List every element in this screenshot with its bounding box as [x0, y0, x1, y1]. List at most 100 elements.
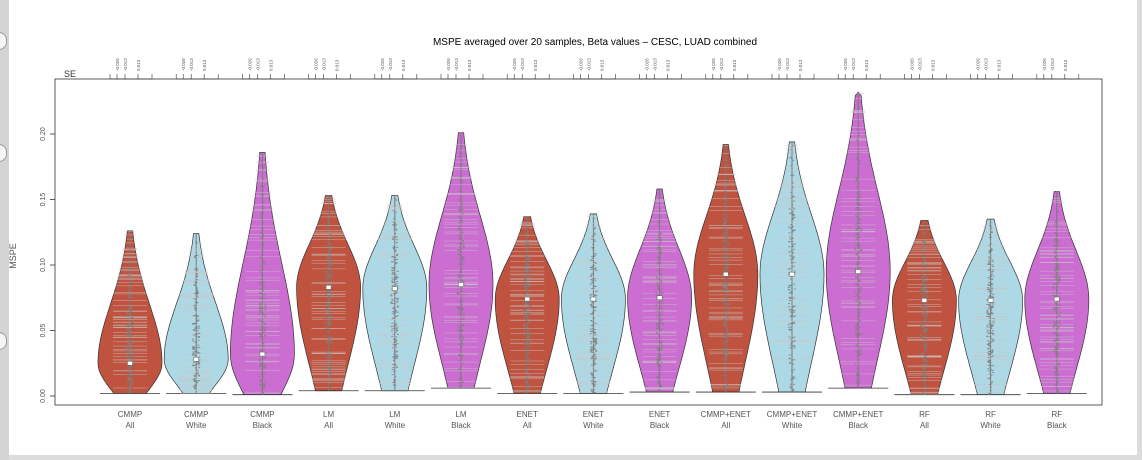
- sample-point: [987, 348, 990, 350]
- sample-point: [457, 228, 460, 229]
- sample-point: [523, 258, 526, 260]
- sample-point: [595, 349, 597, 351]
- se-tick-label: 0.013: [268, 59, 273, 71]
- x-tick-label: RF: [985, 410, 996, 419]
- sample-point: [789, 347, 792, 349]
- sample-point: [460, 301, 462, 303]
- sample-point: [591, 355, 594, 357]
- sample-point: [462, 240, 464, 242]
- sample-point: [197, 361, 200, 363]
- sample-point: [260, 194, 263, 195]
- se-tick-label: -0.026: [777, 58, 782, 71]
- sample-point: [659, 343, 662, 345]
- sample-point: [459, 386, 462, 388]
- sample-point: [1053, 232, 1056, 234]
- sample-point: [527, 259, 530, 261]
- sample-point: [595, 338, 598, 339]
- sample-point: [1053, 340, 1056, 342]
- sample-point: [128, 335, 131, 337]
- sample-point: [460, 268, 463, 269]
- sample-point: [131, 297, 133, 298]
- sample-point: [392, 273, 395, 275]
- sample-point: [991, 288, 994, 290]
- sample-point: [258, 333, 261, 335]
- sample-point: [459, 310, 461, 312]
- x-tick-label: LM: [323, 410, 334, 419]
- sample-point: [593, 227, 596, 229]
- sample-point: [856, 222, 859, 224]
- sample-point: [1057, 267, 1060, 269]
- sample-point: [459, 233, 462, 235]
- sample-point: [989, 308, 992, 310]
- sample-point: [922, 279, 925, 281]
- sample-point: [262, 178, 265, 180]
- sample-point: [856, 203, 859, 205]
- sample-point: [460, 303, 463, 305]
- sample-point: [790, 165, 793, 167]
- sample-point: [590, 275, 592, 277]
- sample-point: [1056, 342, 1059, 344]
- sample-point: [529, 329, 531, 331]
- sample-point: [924, 283, 927, 285]
- sample-point: [859, 334, 862, 336]
- x-tick-label: White: [782, 421, 803, 430]
- sample-point: [590, 278, 593, 280]
- sample-point: [990, 275, 992, 277]
- sample-point: [194, 328, 197, 330]
- sample-point: [458, 369, 461, 371]
- sample-point: [525, 319, 528, 321]
- sample-point: [924, 280, 926, 282]
- sample-point: [330, 322, 333, 324]
- sample-point: [459, 239, 462, 241]
- sample-point: [262, 236, 265, 238]
- sample-point: [1058, 277, 1061, 279]
- sample-point: [193, 298, 196, 300]
- sample-point: [723, 218, 726, 219]
- sample-point: [723, 198, 726, 200]
- sample-point: [527, 387, 530, 388]
- side-tab-handle[interactable]: [0, 144, 7, 162]
- side-tab-handle[interactable]: [0, 332, 7, 350]
- side-tab-handle[interactable]: [0, 32, 7, 50]
- sample-point: [660, 274, 663, 275]
- sample-point: [458, 271, 461, 273]
- se-tick-label: -0.013: [388, 58, 393, 71]
- sample-point: [594, 280, 597, 282]
- sample-point: [458, 210, 461, 212]
- sample-point: [262, 327, 265, 329]
- sample-point: [591, 303, 594, 305]
- sample-point: [329, 372, 331, 374]
- sample-point: [788, 289, 790, 291]
- sample-point: [923, 368, 926, 370]
- sample-point: [396, 356, 399, 358]
- sample-point: [197, 328, 200, 329]
- sample-point: [590, 372, 593, 374]
- sample-point: [593, 392, 596, 394]
- sample-point: [660, 322, 663, 324]
- sample-point: [329, 337, 332, 339]
- sample-point: [1053, 259, 1056, 261]
- sample-point: [857, 226, 860, 228]
- x-tick-label: White: [186, 421, 207, 430]
- sample-point: [660, 269, 663, 271]
- sample-point: [659, 293, 662, 294]
- sample-point: [924, 386, 927, 388]
- sample-point: [988, 373, 991, 375]
- sample-point: [259, 379, 262, 381]
- sample-point: [991, 259, 994, 261]
- sample-point: [259, 297, 262, 299]
- sample-point: [326, 308, 329, 310]
- sample-point: [859, 280, 862, 282]
- sample-point: [855, 264, 858, 266]
- sample-point: [989, 234, 991, 236]
- sample-point: [328, 338, 331, 340]
- sample-point: [129, 378, 132, 379]
- sample-point: [457, 275, 460, 277]
- sample-point: [857, 197, 860, 199]
- sample-point: [462, 275, 465, 277]
- sample-point: [793, 347, 796, 349]
- sample-point: [921, 279, 924, 280]
- sample-point: [260, 214, 263, 215]
- sample-point: [393, 293, 395, 295]
- sample-point: [393, 328, 396, 330]
